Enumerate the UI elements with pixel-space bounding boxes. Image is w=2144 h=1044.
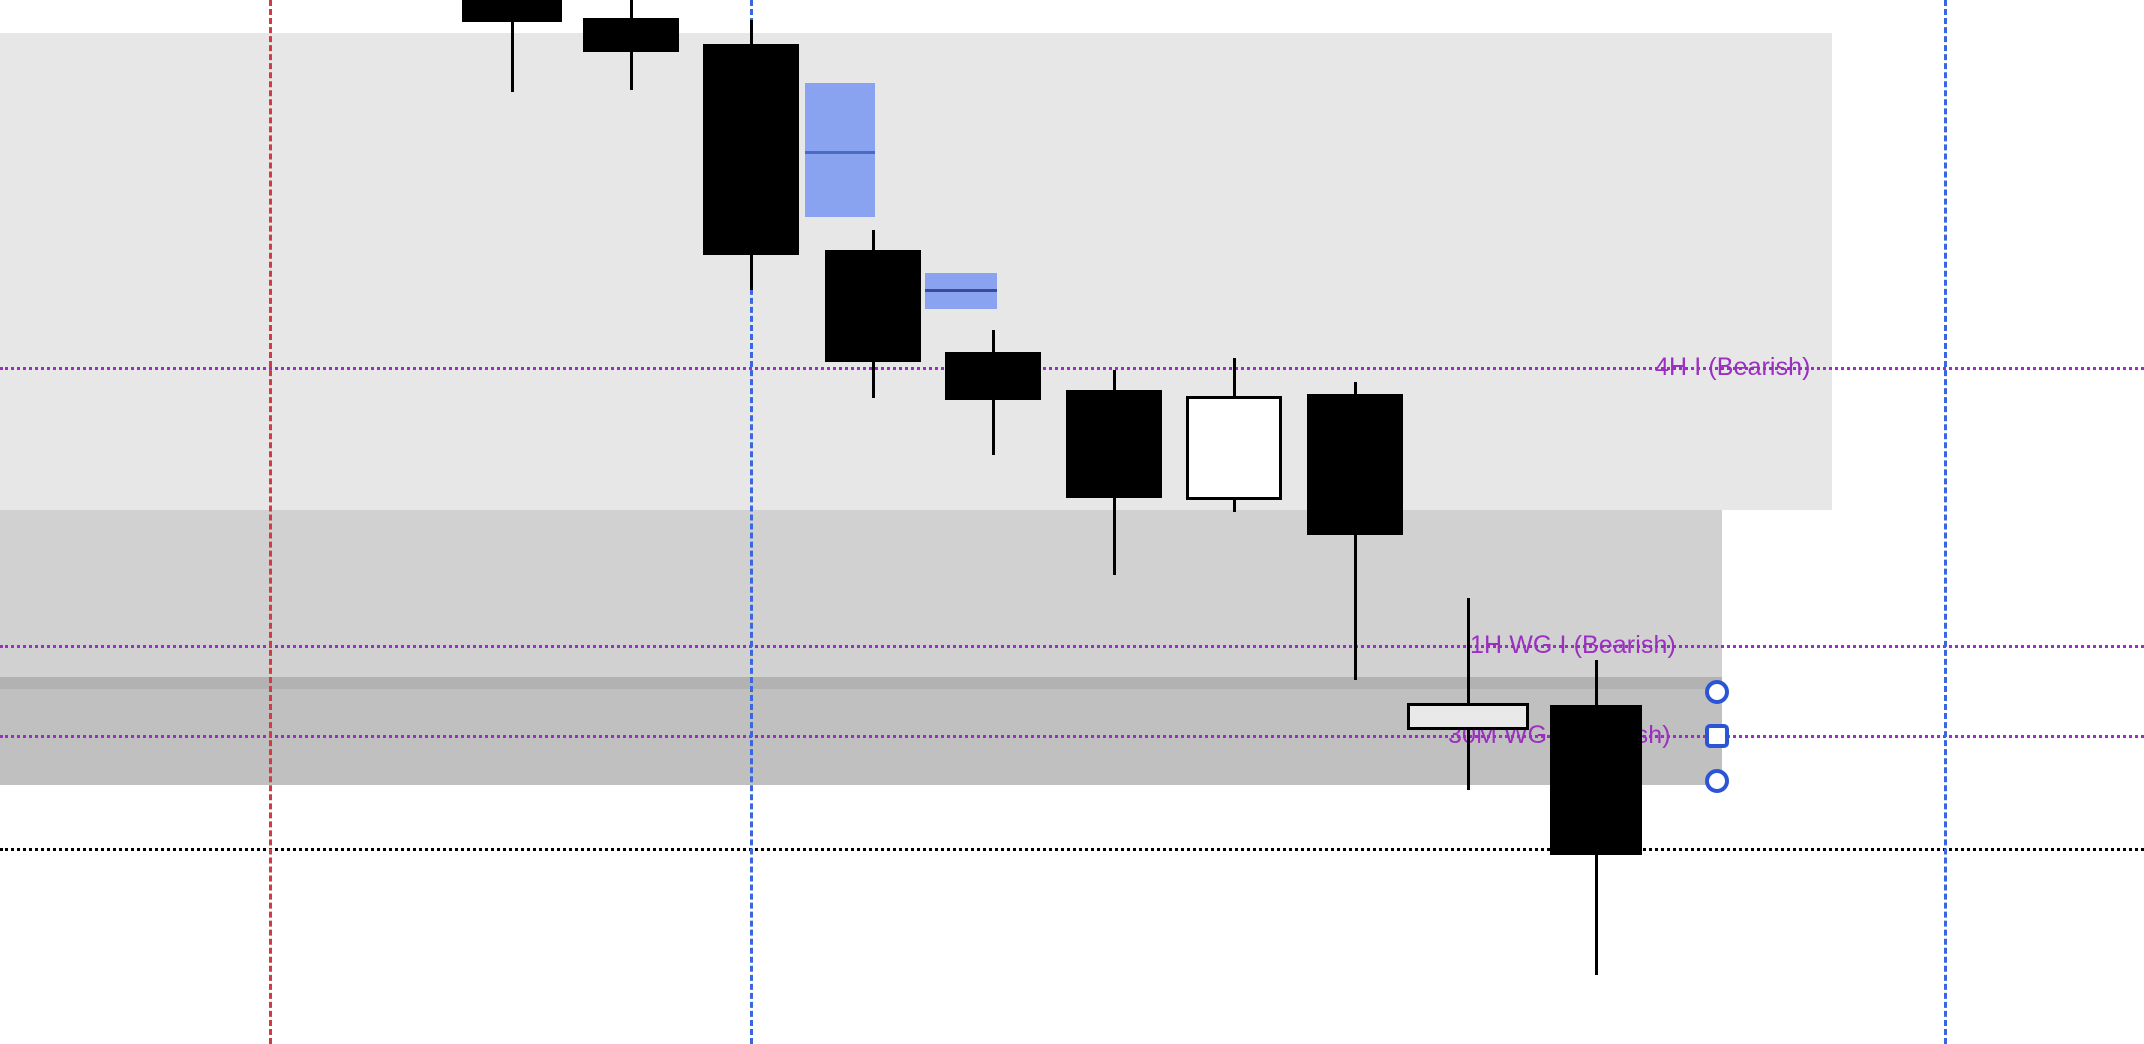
candle-8-wick	[1466, 598, 1470, 790]
candle-3-down[interactable]	[825, 0, 921, 1044]
candle-0-body	[462, 0, 562, 22]
candle-3-body	[825, 250, 921, 362]
session-open-red[interactable]	[269, 0, 272, 1044]
handle-top[interactable]	[1705, 680, 1729, 704]
candle-8-body	[1407, 703, 1529, 730]
fvg-upper-midline	[805, 151, 875, 154]
candle-7-down[interactable]	[1307, 0, 1403, 1044]
fvg-lower-midline	[925, 289, 997, 292]
candle-1-down[interactable]	[583, 0, 679, 1044]
candle-9-down[interactable]	[1550, 0, 1642, 1044]
zone-1h	[0, 510, 1722, 685]
candle-2-body	[703, 44, 799, 255]
candle-0-wick	[510, 0, 514, 92]
fvg-lower	[925, 273, 997, 309]
session-mid-blue[interactable]	[750, 0, 753, 1044]
handle-middle[interactable]	[1705, 724, 1729, 748]
candle-2-down[interactable]	[703, 0, 799, 1044]
candle-4-body	[945, 352, 1041, 400]
level-label-1: 1H WG I (Bearish)	[1470, 631, 1676, 659]
candle-8-up[interactable]	[1407, 0, 1529, 1044]
zone-1h-edge	[0, 677, 1722, 689]
fvg-upper	[805, 83, 875, 217]
candle-6-up[interactable]	[1186, 0, 1282, 1044]
level-line-3[interactable]	[0, 848, 2144, 851]
candle-9-body	[1550, 705, 1642, 855]
candle-5-down[interactable]	[1066, 0, 1162, 1044]
handle-bottom[interactable]	[1705, 769, 1729, 793]
candle-0-down[interactable]	[462, 0, 562, 1044]
session-close-blue[interactable]	[1944, 0, 1947, 1044]
candle-1-body	[583, 18, 679, 52]
candle-6-body	[1186, 396, 1282, 500]
level-label-0: 4H I (Bearish)	[1655, 353, 1811, 381]
candle-4-down[interactable]	[945, 0, 1041, 1044]
candle-7-body	[1307, 394, 1403, 535]
level-line-2[interactable]	[0, 735, 2144, 738]
level-line-1[interactable]	[0, 645, 2144, 648]
candle-5-body	[1066, 390, 1162, 498]
level-line-0[interactable]	[0, 367, 2144, 370]
